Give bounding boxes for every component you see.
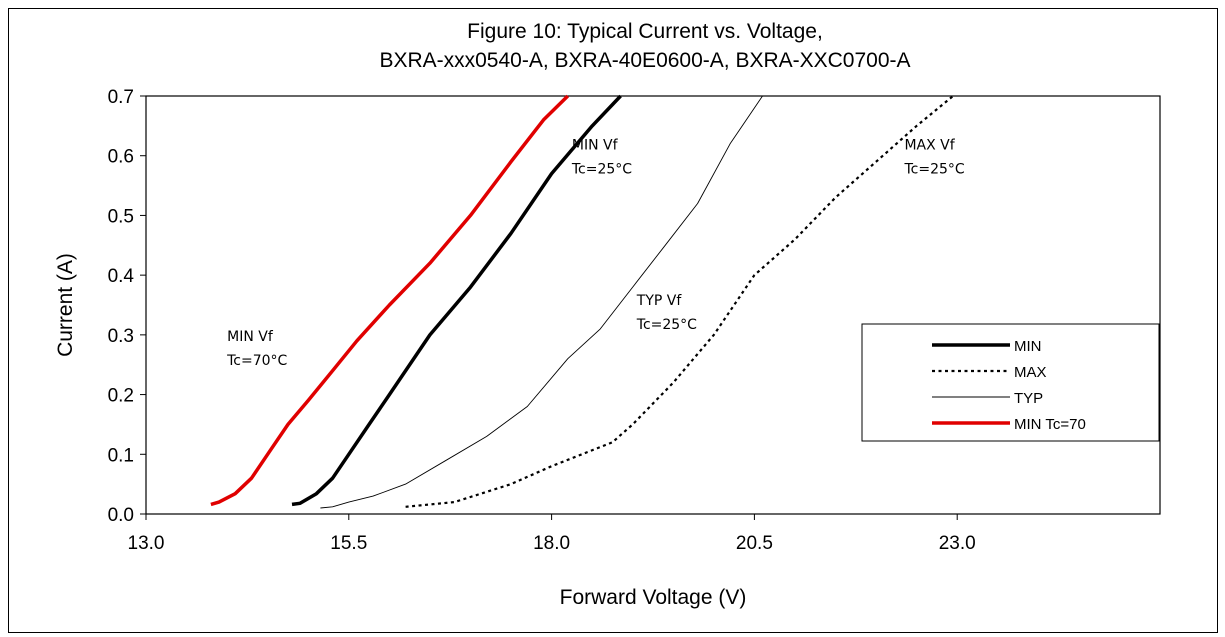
y-axis-ticks: 0.0 0.1 0.2 0.3 0.4 0.5 0.6 0.7	[108, 87, 146, 526]
chart-title-line-2: BXRA-xxx0540-A, BXRA-40E0600-A, BXRA-XXC…	[379, 49, 910, 72]
legend-label-min-tc-70: MIN Tc=70	[1014, 416, 1086, 433]
annotation-layer: MIN Vf Tc=25°C MAX Vf Tc=25°C TYP Vf Tc=25°C…	[226, 138, 965, 369]
annotation-text: MAX Vf	[904, 138, 955, 154]
y-tick-label: 0.0	[108, 505, 134, 526]
chart-frame	[8, 8, 1218, 633]
annotation-text: Tc=70°C	[226, 353, 287, 369]
x-tick-label: 20.5	[736, 533, 773, 554]
legend-box	[861, 323, 1160, 442]
legend-label-min: MIN	[1014, 338, 1042, 355]
series-line-min	[291, 94, 622, 507]
annotation-text: MIN Vf	[227, 329, 274, 345]
plot-area	[145, 95, 1161, 515]
series-line-typ	[320, 95, 763, 509]
y-tick-label: 0.3	[108, 326, 134, 347]
legend-label-typ: TYP	[1014, 390, 1043, 407]
x-tick-label: 23.0	[939, 533, 976, 554]
series-line-min-tc-70	[210, 94, 570, 507]
y-tick-label: 0.4	[108, 266, 135, 287]
chart-title-line-1: Figure 10: Typical Current vs. Voltage,	[467, 20, 823, 43]
x-axis-ticks: 13.0 15.5 18.0 20.5 23.0	[128, 514, 976, 554]
x-tick-label: 15.5	[330, 533, 367, 554]
x-tick-label: 18.0	[533, 533, 570, 554]
x-axis-label: Forward Voltage (V)	[560, 586, 747, 609]
y-tick-label: 0.7	[108, 87, 134, 108]
legend: MIN MAX TYP MIN Tc=70	[861, 323, 1160, 442]
x-tick-label: 13.0	[128, 533, 165, 554]
series-layer	[210, 94, 954, 509]
y-tick-label: 0.5	[108, 206, 134, 227]
annotation-text: Tc=25°C	[903, 162, 964, 178]
annotation-text: Tc=25°C	[571, 162, 632, 178]
y-axis-label: Current (A)	[54, 253, 77, 357]
annotation-text: Tc=25°C	[636, 317, 697, 333]
y-tick-label: 0.1	[108, 445, 134, 466]
annotation-text: TYP Vf	[636, 293, 683, 309]
annotation-text: MIN Vf	[572, 138, 619, 154]
y-tick-label: 0.6	[108, 147, 134, 168]
legend-label-max: MAX	[1014, 364, 1047, 381]
y-tick-label: 0.2	[108, 386, 134, 407]
